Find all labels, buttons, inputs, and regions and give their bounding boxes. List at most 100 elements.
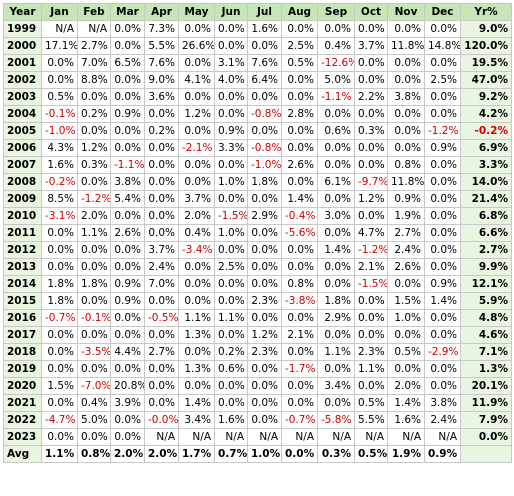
value-cell: 2.9%: [317, 309, 355, 327]
value-cell: 20.8%: [110, 377, 145, 395]
value-cell: 5.0%: [77, 411, 111, 429]
value-cell: 0.0%: [354, 156, 388, 174]
value-cell: 12.1%: [460, 275, 512, 293]
year-cell: 2014: [3, 275, 42, 293]
value-cell: 0.0%: [317, 156, 355, 174]
value-cell: 0.0%: [354, 377, 388, 395]
year-row: 2003 0.5% 0.0% 0.0% 3.6% 0.0% 0.0% 0.0% 0.0% -1.1…: [3, 88, 512, 106]
value-cell: 0.0%: [110, 428, 145, 446]
value-cell: 6.6%: [460, 224, 512, 242]
avg-cell: 0.8%: [77, 445, 111, 463]
value-cell: 0.0%: [144, 207, 179, 225]
value-cell: 0.0%: [354, 309, 388, 327]
value-cell: 0.0%: [178, 343, 215, 361]
value-cell: 0.0%: [387, 360, 425, 378]
value-cell: 7.9%: [460, 411, 512, 429]
value-cell: 0.6%: [317, 122, 355, 140]
value-cell: 0.0%: [281, 258, 318, 276]
avg-cell: 0.9%: [424, 445, 461, 463]
value-cell: 1.8%: [41, 275, 78, 293]
value-cell: -7.0%: [77, 377, 111, 395]
value-cell: 1.8%: [247, 173, 282, 191]
year-cell: 2007: [3, 156, 42, 174]
value-cell: -4.7%: [41, 411, 78, 429]
value-cell: -5.8%: [317, 411, 355, 429]
avg-cell: 0.7%: [214, 445, 248, 463]
value-cell: 1.2%: [178, 105, 215, 123]
value-cell: 3.7%: [144, 241, 179, 259]
year-row: 2001 0.0% 7.0% 6.5% 7.6% 0.0% 3.1% 7.6% 0.5% -12.…: [3, 54, 512, 72]
value-cell: 2.6%: [281, 156, 318, 174]
value-cell: -1.5%: [214, 207, 248, 225]
value-cell: 0.0%: [214, 88, 248, 106]
value-cell: 1.3%: [178, 326, 215, 344]
value-cell: 0.0%: [77, 122, 111, 140]
value-cell: 0.0%: [77, 173, 111, 191]
value-cell: 8.8%: [77, 71, 111, 89]
value-cell: 3.4%: [178, 411, 215, 429]
value-cell: 0.9%: [110, 292, 145, 310]
value-cell: 0.0%: [41, 394, 78, 412]
value-cell: 0.0%: [110, 122, 145, 140]
value-cell: -1.2%: [424, 122, 461, 140]
header-cell: Yr%: [460, 3, 512, 21]
value-cell: -3.1%: [41, 207, 78, 225]
header-cell: Oct: [354, 3, 388, 21]
value-cell: 2.3%: [247, 343, 282, 361]
year-cell: 2013: [3, 258, 42, 276]
value-cell: 0.0%: [247, 224, 282, 242]
value-cell: 2.7%: [460, 241, 512, 259]
value-cell: 0.0%: [354, 20, 388, 38]
value-cell: 0.0%: [317, 190, 355, 208]
avg-cell: 1.7%: [178, 445, 215, 463]
value-cell: 0.0%: [178, 377, 215, 395]
value-cell: 0.0%: [110, 207, 145, 225]
year-row: 2019 0.0% 0.0% 0.0% 0.0% 1.3% 0.6% 0.0% -1.7% 0.0…: [3, 360, 512, 378]
value-cell: N/A: [354, 428, 388, 446]
value-cell: 0.0%: [110, 258, 145, 276]
value-cell: 0.0%: [281, 20, 318, 38]
value-cell: 6.4%: [247, 71, 282, 89]
value-cell: 0.0%: [41, 241, 78, 259]
value-cell: -0.1%: [77, 309, 111, 327]
value-cell: 2.5%: [281, 37, 318, 55]
value-cell: 0.0%: [247, 190, 282, 208]
value-cell: 2.5%: [424, 71, 461, 89]
year-cell: 2003: [3, 88, 42, 106]
value-cell: -5.6%: [281, 224, 318, 242]
value-cell: 0.0%: [247, 411, 282, 429]
avg-label: Avg: [3, 445, 42, 463]
value-cell: 2.4%: [144, 258, 179, 276]
value-cell: 26.6%: [178, 37, 215, 55]
value-cell: 2.7%: [77, 37, 111, 55]
value-cell: 3.8%: [424, 394, 461, 412]
avg-cell: 0.0%: [281, 445, 318, 463]
avg-cell: 2.0%: [110, 445, 145, 463]
value-cell: 0.0%: [144, 156, 179, 174]
value-cell: 11.9%: [460, 394, 512, 412]
value-cell: -0.0%: [144, 411, 179, 429]
value-cell: 1.2%: [247, 326, 282, 344]
value-cell: 0.0%: [144, 377, 179, 395]
value-cell: -1.0%: [41, 122, 78, 140]
year-cell: 2015: [3, 292, 42, 310]
value-cell: 0.0%: [387, 20, 425, 38]
value-cell: 4.0%: [214, 71, 248, 89]
value-cell: 0.0%: [424, 88, 461, 106]
year-cell: 2011: [3, 224, 42, 242]
value-cell: -0.2%: [41, 173, 78, 191]
value-cell: -0.1%: [41, 105, 78, 123]
value-cell: 0.9%: [424, 275, 461, 293]
value-cell: 0.3%: [354, 122, 388, 140]
value-cell: 0.0%: [317, 394, 355, 412]
avg-cell: 1.9%: [387, 445, 425, 463]
value-cell: 0.0%: [354, 139, 388, 157]
value-cell: -0.8%: [247, 105, 282, 123]
value-cell: 0.0%: [144, 360, 179, 378]
value-cell: 0.0%: [214, 326, 248, 344]
value-cell: 1.8%: [41, 292, 78, 310]
value-cell: 0.0%: [424, 105, 461, 123]
value-cell: 0.0%: [110, 326, 145, 344]
year-cell: 2021: [3, 394, 42, 412]
value-cell: 1.1%: [317, 343, 355, 361]
